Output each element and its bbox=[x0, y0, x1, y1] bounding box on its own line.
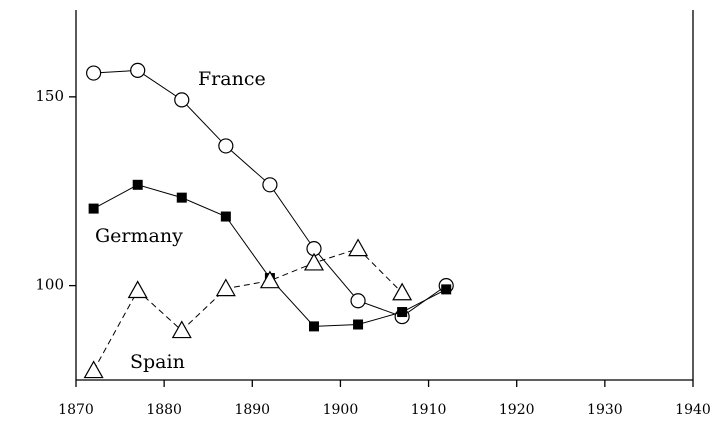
marker bbox=[350, 293, 366, 309]
x-tick-label: 1890 bbox=[234, 402, 270, 418]
marker bbox=[220, 211, 231, 222]
marker bbox=[397, 307, 408, 318]
x-tick-label: 1910 bbox=[411, 402, 447, 418]
series-label: France bbox=[198, 68, 266, 90]
marker bbox=[218, 138, 234, 154]
marker bbox=[303, 252, 325, 271]
series-label: Spain bbox=[130, 351, 185, 373]
marker bbox=[262, 177, 278, 193]
x-tick-label: 1880 bbox=[146, 402, 182, 418]
marker bbox=[127, 280, 148, 299]
marker bbox=[171, 320, 192, 339]
marker bbox=[132, 179, 143, 190]
marker bbox=[83, 360, 104, 379]
marker bbox=[215, 278, 236, 297]
marker bbox=[174, 92, 190, 108]
marker bbox=[86, 65, 102, 81]
marker bbox=[176, 192, 187, 203]
x-tick-label: 1870 bbox=[58, 402, 94, 418]
marker bbox=[259, 270, 280, 289]
series-line bbox=[93, 184, 447, 327]
x-tick-label: 1930 bbox=[587, 402, 623, 418]
marker bbox=[130, 62, 146, 79]
marker bbox=[348, 238, 369, 257]
marker bbox=[441, 284, 452, 295]
x-tick-label: 1900 bbox=[323, 402, 359, 418]
series-label: Germany bbox=[95, 225, 183, 247]
marker bbox=[353, 319, 364, 330]
x-tick-label: 1940 bbox=[675, 402, 711, 418]
marker bbox=[392, 282, 413, 301]
y-tick-label: 100 bbox=[35, 276, 64, 294]
y-tick-label: 150 bbox=[35, 87, 64, 105]
marker bbox=[308, 321, 319, 332]
x-tick-label: 1920 bbox=[499, 402, 535, 418]
marker bbox=[88, 203, 99, 214]
